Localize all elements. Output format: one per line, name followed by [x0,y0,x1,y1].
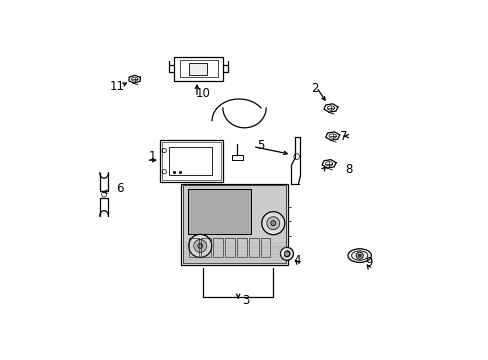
Text: 7: 7 [339,130,346,143]
Circle shape [358,254,361,257]
Bar [231,155,242,160]
Bar [160,140,223,182]
Circle shape [284,251,289,257]
Text: 3: 3 [242,294,249,307]
Bar [179,60,217,77]
Bar [174,57,223,81]
Bar [187,189,250,234]
Bar [237,238,246,257]
Bar [201,238,211,257]
Text: 10: 10 [195,87,210,100]
Ellipse shape [347,249,371,262]
Bar [162,142,221,180]
Bar [168,147,212,175]
Text: 8: 8 [345,163,352,176]
Text: 4: 4 [292,255,300,267]
Bar [188,63,206,75]
Text: 5: 5 [257,139,264,152]
Bar [213,238,223,257]
Circle shape [270,221,275,226]
Bar [224,238,234,257]
Circle shape [197,243,203,248]
Text: 1: 1 [149,150,156,163]
Bar [181,184,287,265]
Circle shape [266,217,279,230]
Bar [183,185,285,263]
Text: 2: 2 [310,82,318,95]
Bar [189,238,199,257]
Text: 11: 11 [109,80,124,93]
Bar [260,238,270,257]
Bar [187,189,250,234]
Circle shape [193,239,206,252]
Circle shape [280,247,293,260]
Circle shape [188,234,211,257]
Text: 6: 6 [116,183,124,195]
Circle shape [355,252,363,259]
Bar [248,238,258,257]
Text: 9: 9 [364,256,372,269]
Circle shape [261,212,284,235]
